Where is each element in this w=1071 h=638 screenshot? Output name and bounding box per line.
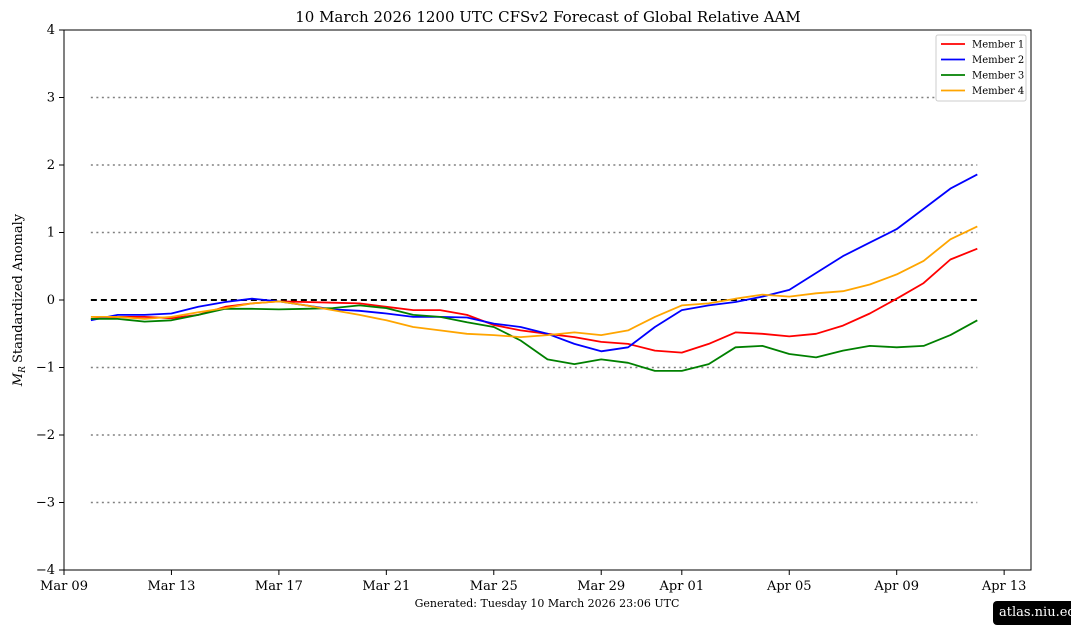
series-line-member-4 <box>90 225 978 339</box>
y-axis-label-symbol: M <box>11 372 26 387</box>
reference-lines <box>90 96 978 504</box>
y-tick-label: −2 <box>36 428 55 443</box>
plot-frame <box>63 29 1032 571</box>
x-tick-label: Apr 13 <box>981 579 1027 594</box>
legend: Member 1 Member 2 Member 3 Member 4 <box>935 34 1027 102</box>
x-tick-label: Mar 13 <box>147 579 195 594</box>
chart-title: 10 March 2026 1200 UTC CFSv2 Forecast of… <box>295 8 801 26</box>
x-tick-label: Mar 21 <box>362 579 410 594</box>
y-tick-label: 1 <box>47 226 55 241</box>
x-tick-label: Mar 25 <box>470 579 518 594</box>
x-tick-label: Mar 29 <box>577 579 625 594</box>
y-tick-label: 2 <box>47 158 55 173</box>
y-tick-label: 3 <box>47 91 55 106</box>
x-tick-label: Mar 09 <box>40 579 88 594</box>
y-axis-label: MR Standardized Anomaly <box>11 213 28 387</box>
x-tick-label: Apr 05 <box>766 579 812 594</box>
legend-box <box>935 34 1027 102</box>
y-axis-ticks: 4 3 2 1 0 −1 −2 −3 −4 <box>36 23 64 578</box>
legend-label-member-2: Member 2 <box>972 55 1024 66</box>
x-tick-label: Apr 09 <box>873 579 919 594</box>
y-tick-label: 4 <box>47 23 55 38</box>
series-line-member-2 <box>90 173 978 353</box>
y-tick-label: −3 <box>36 496 55 511</box>
y-tick-label: 0 <box>47 293 55 308</box>
y-axis-label-subscript: R <box>18 366 28 374</box>
y-tick-label: −1 <box>36 361 55 376</box>
watermark-badge: atlas.niu.edu <box>993 601 1071 625</box>
y-axis-label-text: Standardized Anomaly <box>11 213 26 363</box>
x-axis-ticks: Mar 09 Mar 13 Mar 17 Mar 21 Mar 25 Mar 29 Apr … <box>40 570 1026 594</box>
x-tick-label: Mar 17 <box>255 579 303 594</box>
legend-label-member-3: Member 3 <box>972 71 1024 82</box>
footer-text: Generated: Tuesday 10 March 2026 23:06 U… <box>415 597 680 610</box>
legend-label-member-4: Member 4 <box>972 86 1024 97</box>
series-lines <box>90 173 978 372</box>
y-tick-label: −4 <box>36 563 55 578</box>
x-tick-label: Apr 01 <box>659 579 705 594</box>
legend-label-member-1: Member 1 <box>972 40 1024 51</box>
series-line-member-3 <box>90 304 978 372</box>
